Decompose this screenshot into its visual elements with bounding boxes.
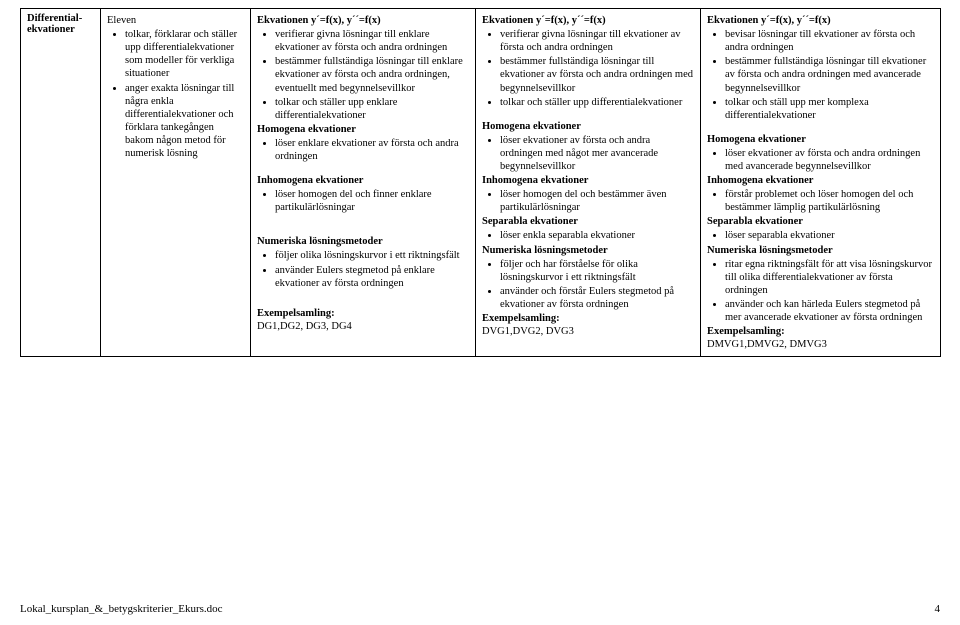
section-heading: Homogena ekvationer [482,121,694,132]
list-item: löser separabla ekvationer [725,229,934,242]
list-item: löser enkla separabla ekvationer [500,229,694,242]
list: löser ekvationer av första och andra ord… [707,147,934,173]
section-heading: Separabla ekvationer [707,216,934,227]
list: löser homogen del och finner enklare par… [257,188,469,214]
section-heading: Numeriska lösningsmetoder [257,236,469,247]
example-value: DMVG1,DMVG2, DMVG3 [707,339,934,350]
list-item: använder och kan härleda Eulers stegmeto… [725,298,934,324]
list: följer och har förståelse för olika lösn… [482,258,694,312]
section-heading: Inhomogena ekvationer [482,175,694,186]
list-item: verifierar givna lösningar till enklare … [275,28,469,54]
list-item: löser ekvationer av första och andra ord… [500,134,694,173]
row-header-cell: Differential-ekvationer [21,9,101,357]
example-value: DVG1,DVG2, DVG3 [482,326,694,337]
list: löser ekvationer av första och andra ord… [482,134,694,173]
example-label: Exempelsamling: [707,326,934,337]
page-footer: Lokal_kursplan_&_betygskriterier_Ekurs.d… [20,603,940,615]
list-item: bestämmer fullständiga lösningar till ek… [725,55,934,94]
list: löser homogen del och bestämmer även par… [482,188,694,214]
list-item: använder och förstår Eulers stegmetod på… [500,285,694,311]
list: verifierar givna lösningar till enklare … [257,28,469,122]
section-heading: Ekvationen y´=f(x), y´´=f(x) [707,15,934,26]
col1-lead: Eleven [107,15,244,26]
list-item: tolkar och ställ upp mer komplexa differ… [725,96,934,122]
list: löser enkla separabla ekvationer [482,229,694,242]
list-item: verifierar givna lösningar till ekvation… [500,28,694,54]
list: följer olika lösningskurvor i ett riktni… [257,249,469,289]
list-item: löser enklare ekvationer av första och a… [275,137,469,163]
col-eleven: Eleven tolkar, förklarar och ställer upp… [101,9,251,357]
list-item: använder Eulers stegmetod på enklare ekv… [275,264,469,290]
example-label: Exempelsamling: [257,308,469,319]
list-item: anger exakta lösningar till några enkla … [125,82,244,161]
section-heading: Numeriska lösningsmetoder [482,245,694,256]
list-item: följer och har förståelse för olika lösn… [500,258,694,284]
list-item: bevisar lösningar till ekvationer av för… [725,28,934,54]
list-item: bestämmer fullständiga lösningar till en… [275,55,469,94]
example-label: Exempelsamling: [482,313,694,324]
section-heading: Ekvationen y´=f(x), y´´=f(x) [482,15,694,26]
section-heading: Numeriska lösningsmetoder [707,245,934,256]
list-item: löser ekvationer av första och andra ord… [725,147,934,173]
example-value: DG1,DG2, DG3, DG4 [257,321,469,332]
section-heading: Inhomogena ekvationer [257,175,469,186]
section-heading: Separabla ekvationer [482,216,694,227]
criteria-table: Differential-ekvationer Eleven tolkar, f… [20,8,941,357]
list-item: förstår problemet och löser homogen del … [725,188,934,214]
table-row: Differential-ekvationer Eleven tolkar, f… [21,9,941,357]
list-item: tolkar, förklarar och ställer upp differ… [125,28,244,81]
section-heading: Homogena ekvationer [707,134,934,145]
col-mvg: Ekvationen y´=f(x), y´´=f(x) bevisar lös… [701,9,941,357]
col-vg: Ekvationen y´=f(x), y´´=f(x) verifierar … [476,9,701,357]
list: löser separabla ekvationer [707,229,934,242]
list-item: löser homogen del och bestämmer även par… [500,188,694,214]
list-item: följer olika lösningskurvor i ett riktni… [275,249,469,262]
list: verifierar givna lösningar till ekvation… [482,28,694,109]
list: ritar egna riktningsfält för att visa lö… [707,258,934,325]
list-item: tolkar och ställer upp enklare different… [275,96,469,122]
list: löser enklare ekvationer av första och a… [257,137,469,163]
col-g: Ekvationen y´=f(x), y´´=f(x) verifierar … [251,9,476,357]
section-heading: Ekvationen y´=f(x), y´´=f(x) [257,15,469,26]
section-heading: Inhomogena ekvationer [707,175,934,186]
list: bevisar lösningar till ekvationer av för… [707,28,934,122]
list-item: löser homogen del och finner enklare par… [275,188,469,214]
list-item: ritar egna riktningsfält för att visa lö… [725,258,934,297]
list: förstår problemet och löser homogen del … [707,188,934,214]
footer-page-number: 4 [935,603,941,615]
list-item: tolkar och ställer upp differentialekvat… [500,96,694,109]
list-item: bestämmer fullständiga lösningar till ek… [500,55,694,94]
row-header: Differential-ekvationer [27,13,94,35]
footer-filename: Lokal_kursplan_&_betygskriterier_Ekurs.d… [20,603,223,615]
col1-list: tolkar, förklarar och ställer upp differ… [107,28,244,160]
section-heading: Homogena ekvationer [257,124,469,135]
